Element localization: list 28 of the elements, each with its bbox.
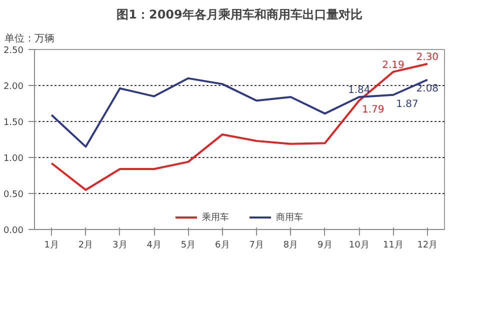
- x-tick-label: 9月: [318, 240, 332, 250]
- text: 单位：万辆: [4, 32, 54, 44]
- y-tick-label: 1.00: [3, 154, 24, 164]
- x-tick-label: 10月: [348, 240, 370, 250]
- x-tick-label: 8月: [283, 240, 298, 250]
- legend-label: 乘用车: [202, 212, 229, 224]
- chart-title: 图1：2009年各月乘用车和商用车出口量对比: [116, 8, 362, 22]
- x-tick-label: 4月: [146, 240, 162, 250]
- x-tick-label: 2月: [78, 240, 94, 250]
- y-tick-label: 2.50: [3, 46, 24, 56]
- x-tick-label: 3月: [112, 240, 128, 250]
- x-tick-label: 6月: [215, 240, 230, 250]
- data-label: 2.08: [416, 84, 439, 95]
- x-tick-label: 5月: [180, 240, 196, 250]
- y-tick-label: 0.00: [3, 226, 24, 236]
- y-tick-label: 2.00: [3, 82, 24, 92]
- data-label: 1.79: [362, 104, 384, 116]
- x-tick-label: 12月: [417, 240, 438, 250]
- y-tick-label: 1.50: [3, 118, 24, 128]
- legend-label: 商用车: [276, 212, 303, 224]
- data-label: 1.87: [396, 98, 418, 110]
- x-tick-label: 7月: [249, 240, 264, 250]
- x-tick-label: 11月: [383, 240, 404, 250]
- data-label: 2.19: [382, 60, 404, 71]
- data-label: 1.84: [348, 85, 370, 96]
- x-tick-label: 1月: [44, 240, 59, 250]
- data-label: 2.30: [416, 52, 439, 63]
- y-tick-label: 0.50: [3, 190, 24, 200]
